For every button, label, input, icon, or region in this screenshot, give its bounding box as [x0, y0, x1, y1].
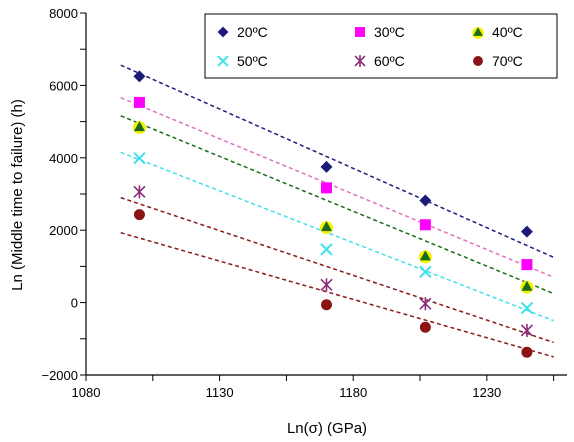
data-point-shape [321, 221, 332, 232]
x-tick-label: 1180 [339, 385, 367, 400]
data-point [320, 278, 333, 292]
x-tick-label: 1230 [472, 385, 501, 400]
data-point-stroke-b [419, 265, 432, 279]
legend-marker [355, 27, 365, 37]
legend-marker [354, 55, 366, 67]
data-point [419, 297, 432, 311]
trend-line-2 [120, 97, 554, 278]
data-point-stroke-b [133, 151, 146, 165]
trend-line-3 [120, 115, 554, 295]
data-point-shape [419, 250, 431, 261]
trend-line-1 [120, 64, 554, 259]
data-point [320, 221, 333, 235]
x-axis-label: Ln(σ) (GPa) [287, 420, 367, 437]
trend-lines [120, 64, 554, 358]
legend-marker [472, 27, 484, 39]
data-point-stroke-b [320, 243, 333, 256]
trend-line-6 [120, 232, 554, 358]
data-point [520, 323, 533, 337]
data-point [520, 225, 533, 238]
data-points [132, 70, 534, 358]
data-point-stroke-b [520, 301, 534, 315]
data-point [320, 160, 333, 173]
data-point [133, 185, 146, 199]
x-tick-label: 1080 [72, 385, 101, 400]
data-point-shape [521, 280, 533, 291]
legend-label: 30ºC [374, 24, 405, 40]
legend-marker-stroke-b [217, 55, 229, 67]
legend-marker [217, 55, 229, 67]
legend-label: 70ºC [492, 53, 523, 69]
data-point [321, 182, 332, 194]
axes: 1080 1130 1180 1230 8000 6000 4000 2000 0 −2000 [41, 6, 567, 400]
legend-marker [217, 26, 229, 38]
data-point [419, 219, 431, 231]
data-point [419, 194, 432, 207]
y-axis-label: Ln (Middle time to failure) (h) [9, 99, 26, 291]
data-point-shape [133, 121, 145, 132]
data-point [418, 250, 432, 264]
y-tick-label: 8000 [49, 6, 78, 21]
data-point [320, 243, 333, 256]
data-point [133, 70, 146, 83]
trend-line-5 [120, 196, 554, 344]
data-point [419, 321, 431, 333]
y-tick-label: 6000 [49, 78, 78, 93]
data-point [521, 346, 533, 358]
y-tick-label: 2000 [49, 223, 78, 238]
legend-marker-shape [473, 27, 483, 36]
trend-line-4 [120, 151, 554, 322]
legend-box [204, 13, 558, 79]
y-tick-label: −2000 [41, 368, 78, 383]
x-tick-label: 1130 [206, 385, 234, 400]
data-point [419, 265, 432, 279]
data-point [133, 96, 145, 108]
data-point [133, 209, 145, 221]
legend-label: 50ºC [237, 53, 268, 69]
legend: 20ºC 30ºC 40ºC 50ºC 60ºC 70ºC [204, 13, 558, 79]
data-point [520, 280, 534, 294]
y-tick-label: 4000 [49, 151, 78, 166]
data-point [521, 259, 533, 271]
data-point [132, 121, 146, 135]
legend-marker [473, 56, 483, 66]
legend-label: 20ºC [237, 24, 268, 40]
legend-label: 60ºC [374, 53, 405, 69]
data-point [133, 151, 146, 165]
legend-label: 40ºC [492, 24, 523, 40]
data-point [520, 301, 534, 315]
data-point [321, 299, 332, 311]
y-tick-label: 0 [71, 296, 78, 311]
